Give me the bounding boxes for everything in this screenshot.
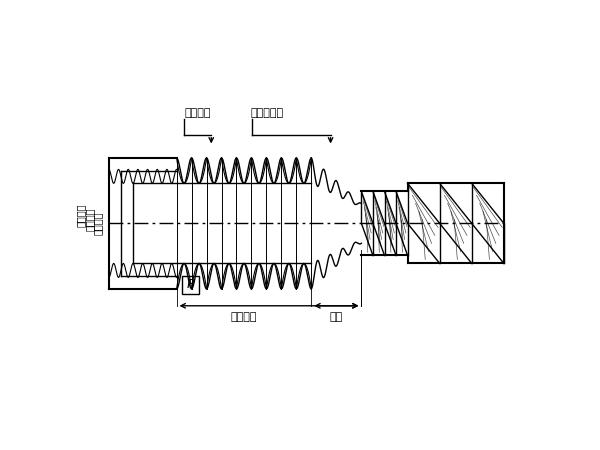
Text: 完整螺纹: 完整螺纹 (185, 108, 211, 118)
Text: 有效螺纹: 有效螺纹 (231, 312, 257, 322)
Text: 不完整螺纹: 不完整螺纹 (251, 108, 284, 118)
Text: 螺纹小径: 螺纹小径 (93, 212, 103, 235)
Text: 螺尾: 螺尾 (330, 312, 343, 322)
Text: 螺纹中径: 螺纹中径 (85, 208, 95, 231)
Text: P: P (187, 279, 194, 292)
Bar (182, 276, 199, 294)
Text: 螺纹大径: 螺纹大径 (76, 204, 86, 227)
